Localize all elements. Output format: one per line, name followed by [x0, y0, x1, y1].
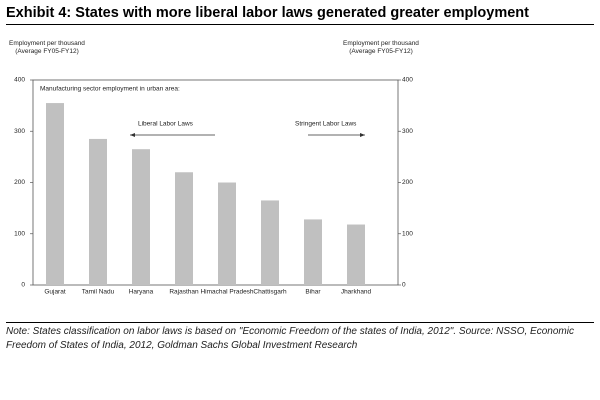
y-tick-label: 200: [14, 179, 25, 186]
y2-tick-label: 300: [402, 128, 413, 135]
x-tick-label: Chattisgarh: [253, 289, 287, 296]
x-tick-label: Bihar: [305, 289, 321, 296]
chart: Manufacturing sector employment in urban…: [14, 77, 413, 296]
y-axis-label: Employment per thousand (Average FY05-FY…: [9, 40, 85, 55]
y2-tick-label: 200: [402, 179, 413, 186]
y2-tick-label: 400: [402, 77, 413, 84]
x-tick-label: Rajasthan: [169, 289, 199, 296]
bar: [304, 219, 322, 285]
bar: [347, 224, 365, 285]
x-tick-label: Himachal Pradesh: [200, 289, 253, 296]
arrow-head: [360, 133, 365, 137]
plot-frame: [32, 79, 399, 286]
y2-axis-label: Employment per thousand (Average FY05-FY…: [343, 40, 419, 55]
bar: [46, 103, 64, 285]
x-tick-label: Jharkhand: [341, 289, 372, 296]
bar: [218, 182, 236, 285]
y-tick-label: 0: [21, 282, 25, 289]
y-tick-label: 100: [14, 230, 25, 237]
bar: [175, 172, 193, 285]
chart-title: Exhibit 4: States with more liberal labo…: [6, 5, 594, 25]
bar: [132, 149, 150, 285]
annotation: Liberal Labor Laws: [138, 121, 194, 128]
note: Note: States classification on labor law…: [6, 322, 594, 353]
arrow-head: [130, 133, 135, 137]
y2-tick-label: 0: [402, 282, 406, 289]
y2-tick-label: 100: [402, 230, 413, 237]
bar: [89, 138, 107, 285]
x-tick-label: Tamil Nadu: [82, 289, 115, 296]
annotation: Manufacturing sector employment in urban…: [40, 86, 180, 93]
bar: [261, 200, 279, 285]
x-tick-label: Haryana: [129, 289, 154, 296]
y-tick-label: 400: [14, 77, 25, 84]
y-tick-label: 300: [14, 128, 25, 135]
annotation: Stringent Labor Laws: [295, 121, 357, 128]
x-tick-label: Gujarat: [44, 289, 66, 296]
